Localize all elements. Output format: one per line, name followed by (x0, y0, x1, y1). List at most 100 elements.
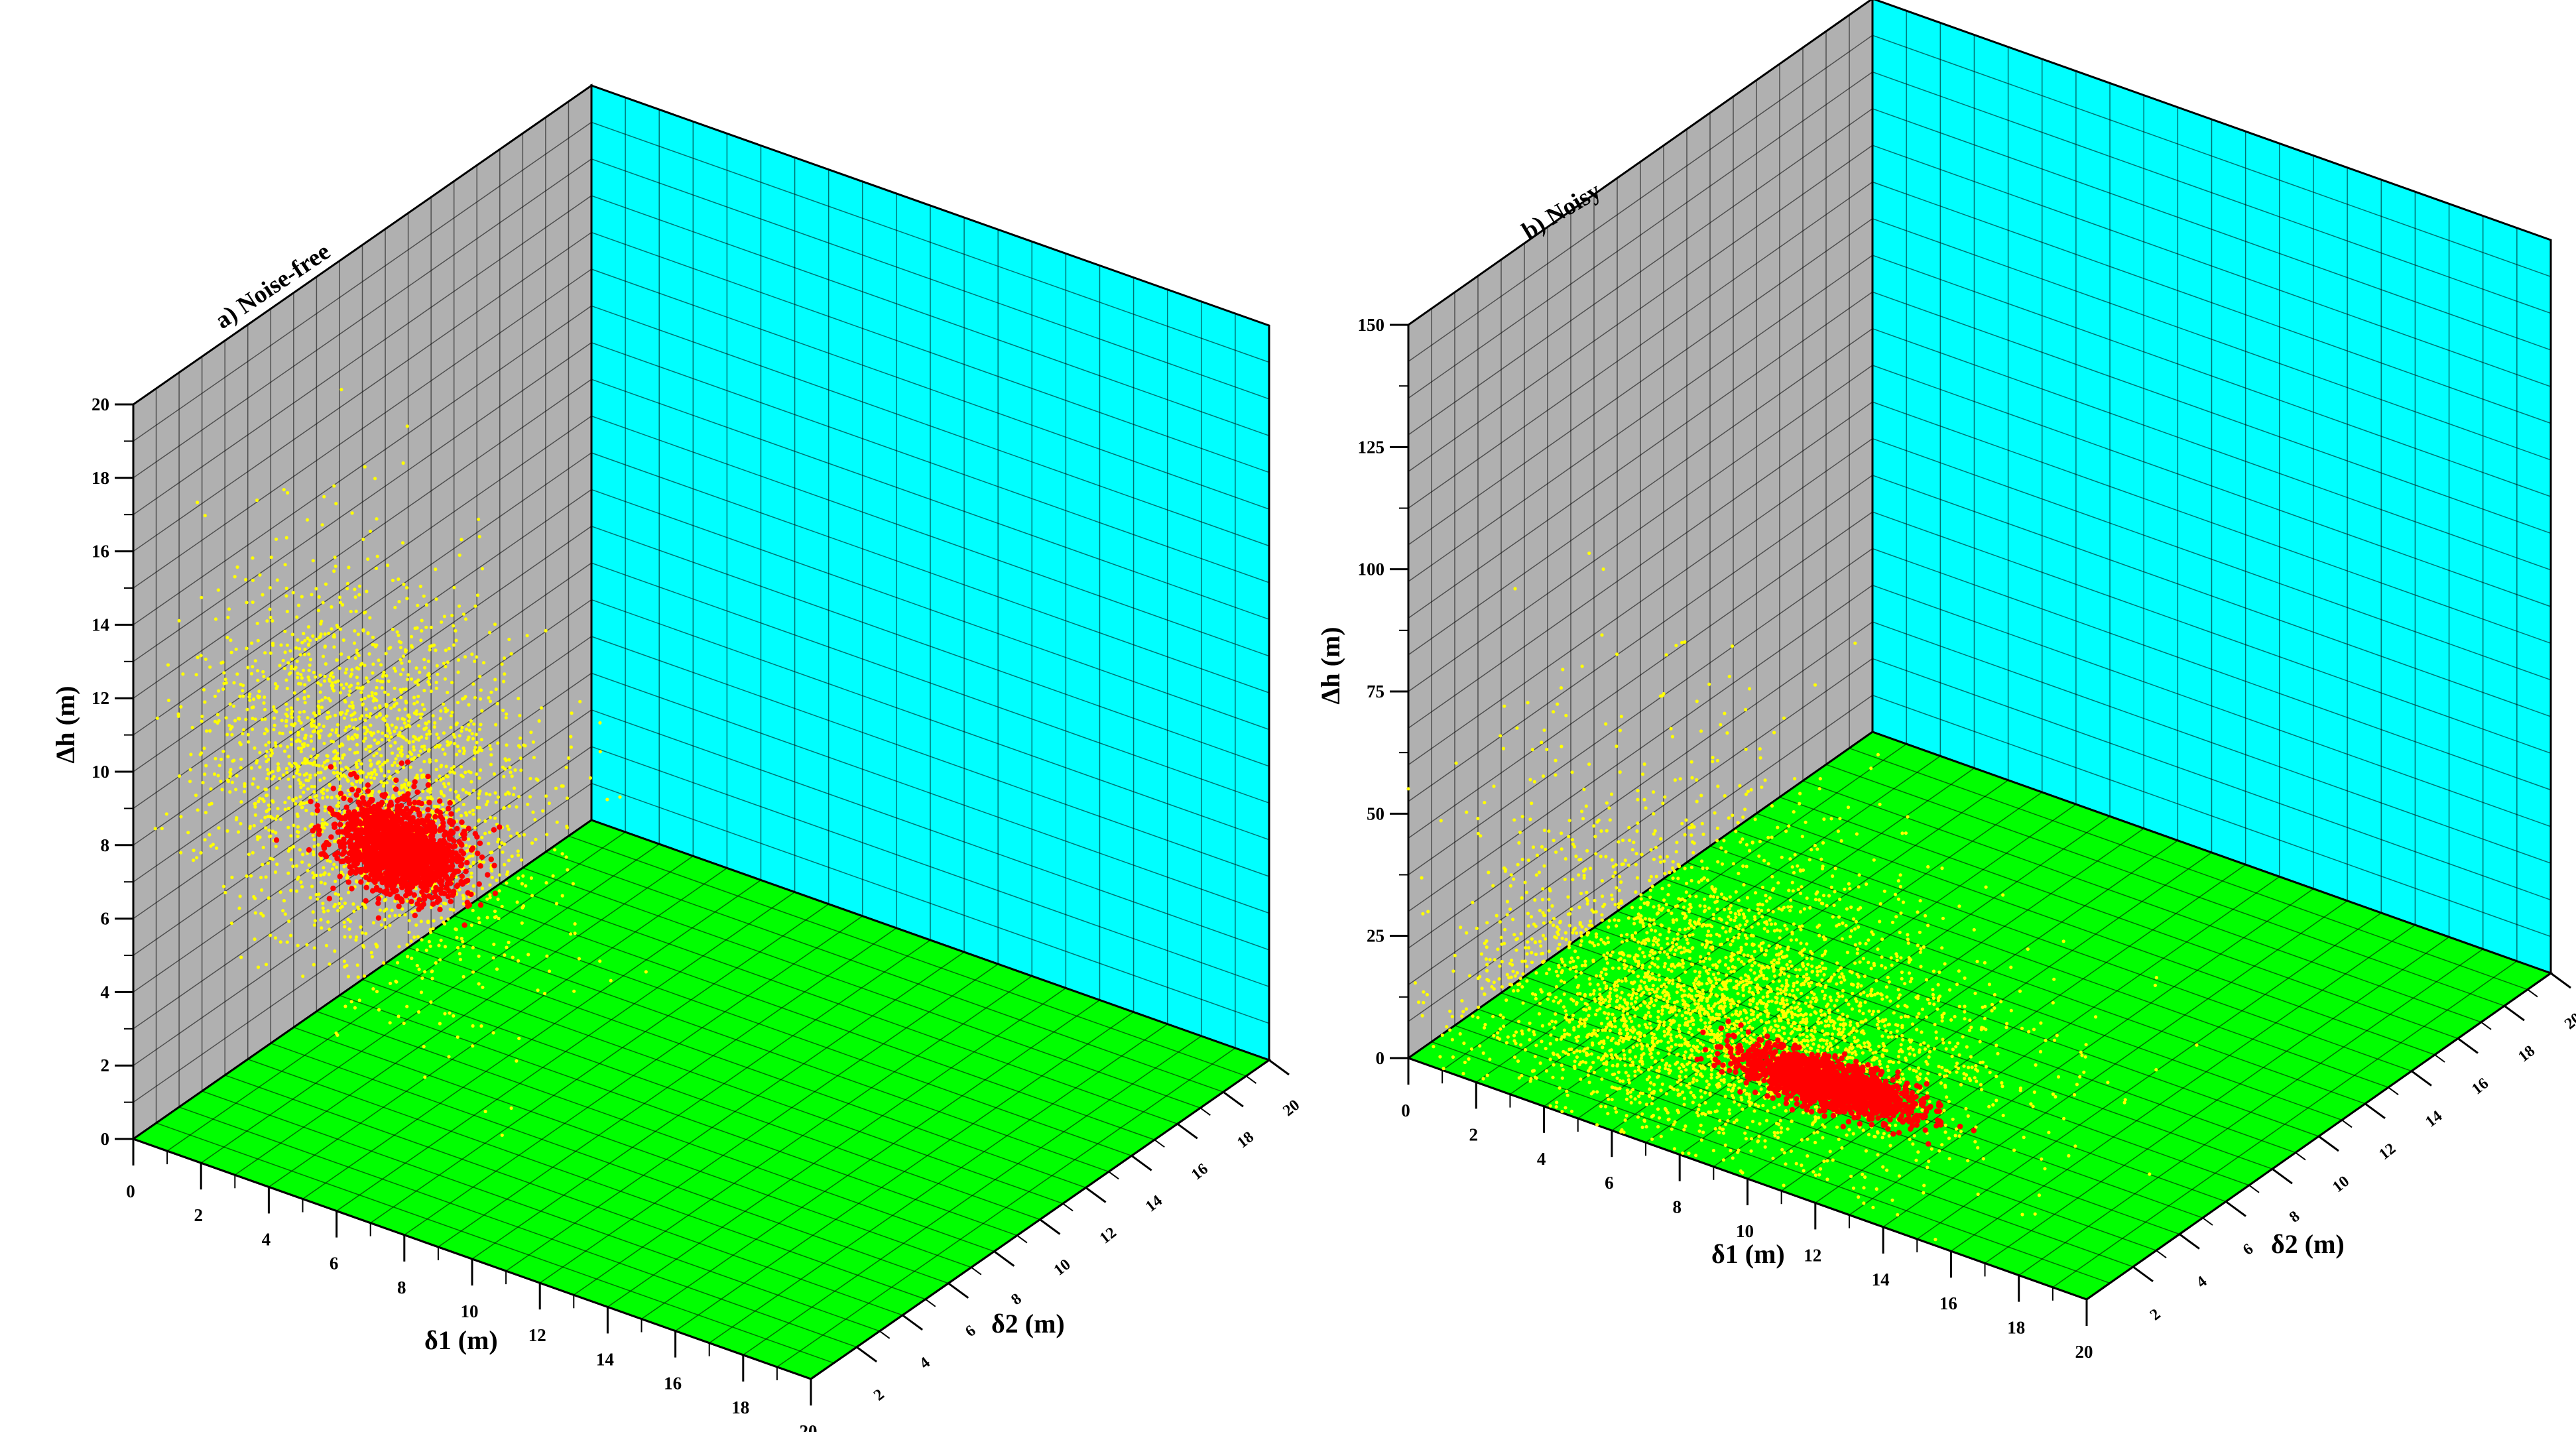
data-point (300, 640, 304, 644)
data-point (565, 796, 570, 800)
data-point (433, 721, 437, 725)
floor-grid-line (776, 1047, 1236, 1368)
data-point (1752, 1109, 1756, 1113)
data-point (418, 749, 422, 753)
data-point (394, 859, 400, 865)
data-point (1735, 979, 1739, 983)
data-point (567, 756, 571, 760)
data-point (1947, 1157, 1951, 1161)
data-point (1636, 789, 1640, 793)
data-point (407, 919, 411, 923)
data-point (420, 735, 424, 739)
data-point (278, 731, 282, 735)
data-point (393, 729, 397, 733)
data-point (330, 867, 335, 871)
data-point (416, 678, 420, 682)
data-point (202, 687, 206, 691)
y-minor-tick (1016, 1234, 1028, 1244)
data-point (321, 818, 325, 822)
data-point (1560, 847, 1564, 851)
data-point (497, 873, 502, 877)
data-point (260, 888, 264, 892)
data-point (455, 752, 459, 756)
data-point (1483, 801, 1487, 805)
data-point (330, 786, 336, 792)
data-point (441, 747, 445, 751)
data-point (1623, 1053, 1626, 1057)
data-point (318, 673, 322, 678)
data-point (400, 849, 407, 855)
data-point (314, 807, 320, 813)
data-point (263, 651, 267, 655)
data-point (477, 796, 481, 800)
data-point (326, 795, 330, 799)
data-point (365, 676, 369, 680)
data-point (229, 922, 233, 925)
data-point (1648, 1094, 1652, 1098)
data-point (496, 741, 500, 745)
x-tick-label: 18 (731, 1398, 749, 1417)
data-point (1771, 910, 1775, 914)
data-point (1520, 985, 1524, 989)
x-axis-label: δ1 (m) (424, 1325, 498, 1355)
y-tick-label: 20 (1280, 1097, 1303, 1120)
data-point (210, 802, 214, 806)
floor-grid-line (607, 987, 1066, 1308)
data-point (303, 701, 307, 705)
data-point (505, 743, 509, 747)
data-point (261, 797, 265, 801)
data-point (269, 754, 273, 758)
data-point (1707, 906, 1711, 910)
data-point (298, 782, 302, 786)
y-minor-tick (1062, 1203, 1073, 1212)
data-point (1547, 949, 1551, 953)
data-point (569, 735, 573, 739)
data-point (458, 957, 463, 961)
data-point (1867, 1132, 1871, 1136)
data-point (1643, 1016, 1648, 1020)
data-point (306, 694, 310, 698)
data-point (316, 897, 320, 901)
data-point (387, 891, 393, 898)
data-point (253, 717, 257, 721)
data-point (302, 632, 306, 636)
data-point (362, 725, 367, 729)
data-point (243, 782, 247, 786)
data-point (347, 927, 351, 931)
data-point (1660, 947, 1664, 951)
data-point (321, 906, 325, 910)
data-point (308, 663, 312, 667)
data-point (1689, 865, 1693, 869)
data-point (378, 908, 383, 912)
data-point (1786, 967, 1790, 971)
z-tick-label: 6 (101, 909, 110, 929)
data-point (468, 810, 472, 814)
data-point (328, 962, 332, 966)
data-point (517, 1036, 521, 1040)
data-point (283, 800, 287, 804)
data-point (310, 811, 314, 816)
y-tick-label: 8 (1008, 1290, 1024, 1309)
floor-grid-line (573, 975, 1032, 1295)
y-tick (1268, 1059, 1290, 1076)
data-point (402, 766, 406, 770)
data-point (1563, 877, 1567, 881)
data-point (338, 772, 342, 776)
left-wall-grid-line (133, 342, 592, 662)
data-point (296, 697, 300, 701)
data-point (1779, 1130, 1783, 1134)
data-point (412, 935, 416, 939)
data-point (299, 673, 303, 677)
data-point (432, 804, 436, 808)
data-point (399, 658, 402, 662)
data-point (477, 818, 481, 822)
data-point (1749, 1137, 1754, 1141)
data-point (412, 701, 416, 706)
data-point (334, 680, 337, 684)
data-point (465, 903, 471, 910)
data-point (339, 742, 344, 746)
data-point (412, 748, 416, 752)
data-point (230, 780, 234, 784)
data-point (294, 802, 298, 806)
data-point (511, 955, 515, 959)
